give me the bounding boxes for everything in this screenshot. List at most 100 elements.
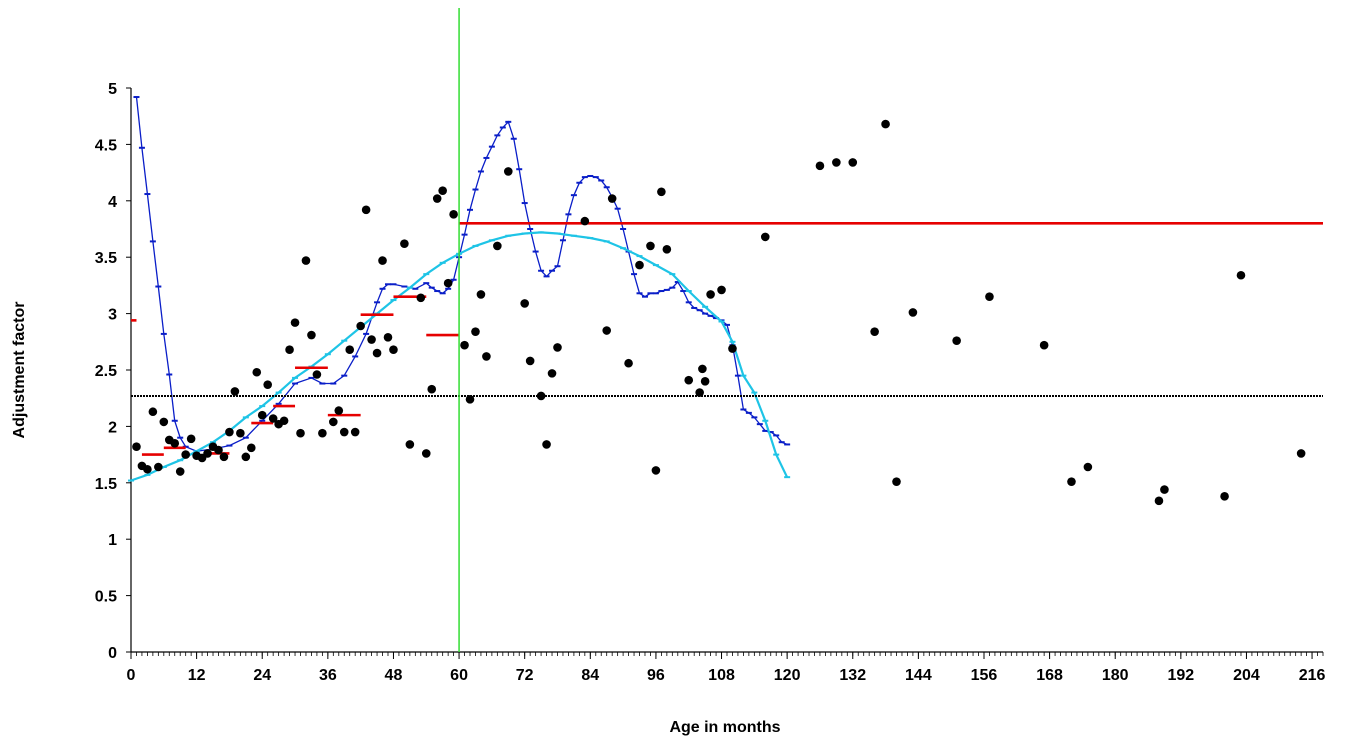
x-tick-label: 192 [1167, 667, 1194, 684]
data-point [405, 440, 415, 449]
x-tick-label: 0 [127, 667, 136, 684]
data-point [301, 256, 311, 265]
data-point [296, 428, 305, 438]
data-point [1160, 485, 1169, 494]
x-tick-label: 72 [516, 667, 534, 684]
data-point [257, 410, 267, 420]
data-point [230, 387, 240, 396]
data-point [700, 376, 710, 386]
data-point [132, 442, 141, 452]
x-tick-label: 144 [905, 667, 932, 684]
data-point [400, 239, 409, 248]
data-point [186, 434, 196, 444]
data-point [482, 352, 491, 361]
x-tick-label: 156 [971, 667, 998, 684]
data-point [1039, 340, 1049, 350]
data-point [1220, 492, 1229, 501]
data-point [350, 427, 360, 437]
data-point [159, 417, 169, 427]
data-point [706, 290, 715, 299]
data-point [279, 416, 289, 426]
data-point [536, 391, 546, 401]
data-point [421, 449, 431, 458]
x-tick-label: 108 [708, 667, 735, 684]
data-point [356, 321, 365, 331]
data-point [892, 477, 901, 486]
y-tick-label: 3 [108, 307, 117, 324]
data-point [214, 445, 223, 455]
data-point [148, 407, 158, 417]
data-point [520, 299, 529, 308]
data-point [383, 332, 393, 342]
data-point [329, 417, 338, 427]
data-point [219, 452, 229, 462]
data-point [372, 348, 382, 358]
data-point [367, 335, 376, 344]
data-point [580, 216, 590, 226]
data-point [427, 384, 437, 394]
y-tick-label: 3.5 [95, 250, 117, 267]
data-point [432, 194, 442, 203]
y-tick-label: 2 [108, 419, 117, 436]
data-point [698, 364, 707, 374]
data-point [607, 194, 617, 203]
data-point [547, 369, 557, 378]
data-point [285, 345, 294, 354]
data-point [476, 290, 486, 299]
x-tick-label: 216 [1299, 667, 1326, 684]
data-point [361, 205, 371, 215]
data-point [1236, 270, 1246, 280]
data-point [1067, 477, 1076, 486]
data-point [345, 345, 355, 354]
data-point [263, 380, 272, 389]
x-tick-label: 204 [1233, 667, 1260, 684]
data-point [848, 158, 858, 167]
data-point [334, 406, 344, 415]
data-point [493, 241, 502, 251]
x-tick-label: 60 [450, 667, 468, 684]
data-point [717, 285, 726, 295]
y-tick-label: 1 [108, 532, 117, 549]
data-point [416, 293, 426, 303]
data-point [1296, 449, 1306, 458]
data-point [246, 443, 256, 453]
data-point [175, 467, 185, 476]
data-point [471, 327, 480, 336]
data-point [290, 318, 300, 327]
x-tick-label: 48 [385, 667, 403, 684]
data-point [624, 358, 633, 368]
data-point [635, 260, 644, 270]
data-point [268, 414, 278, 423]
x-tick-label: 168 [1036, 667, 1063, 684]
x-axis-label: Age in months [669, 719, 780, 736]
x-tick-label: 120 [774, 667, 801, 684]
data-point [542, 440, 551, 449]
data-point [695, 388, 704, 397]
data-point [143, 464, 152, 474]
data-point [815, 161, 825, 171]
data-point [378, 256, 387, 265]
blue-smoothed-line [135, 96, 788, 452]
y-axis-label: Adjustment factor [11, 302, 28, 439]
chart-lines [128, 8, 1323, 652]
data-point [728, 344, 737, 353]
chart-axes [130, 88, 1323, 653]
data-point [1083, 462, 1093, 472]
y-tick-label: 2.5 [95, 363, 117, 380]
data-point [1154, 496, 1164, 506]
data-point [438, 186, 447, 195]
x-tick-label: 132 [839, 667, 866, 684]
data-point [952, 336, 961, 345]
x-tick-label: 12 [188, 667, 206, 684]
data-point [651, 466, 661, 475]
data-point [181, 450, 190, 459]
y-tick-label: 4.5 [95, 137, 117, 154]
y-tick-label: 0 [108, 645, 117, 662]
data-point [985, 292, 994, 301]
data-point [657, 187, 666, 197]
data-point [870, 327, 879, 336]
data-point [460, 340, 469, 350]
data-point [252, 367, 262, 377]
y-tick-label: 4 [108, 194, 117, 211]
